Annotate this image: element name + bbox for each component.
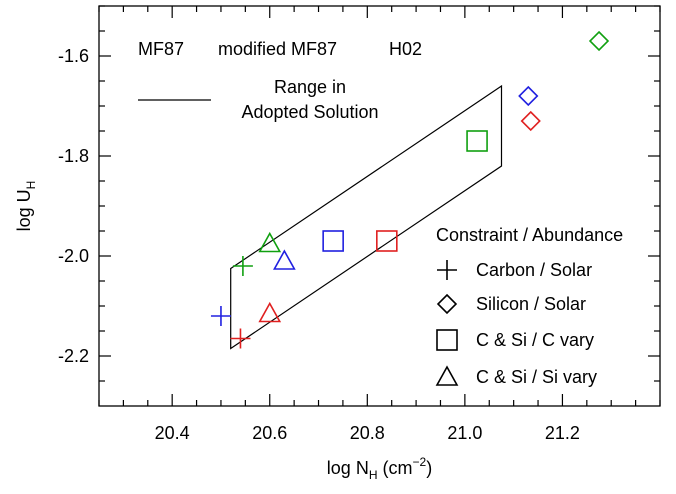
data-points <box>210 30 610 349</box>
data-point-plus <box>210 306 231 326</box>
axis-ticks: 20.4 20.6 20.8 21.0 21.2 -2.2 -2.0 -1.8 -1.6 <box>58 5 661 443</box>
data-point-triangle <box>258 231 282 253</box>
x-tick-label: 20.4 <box>155 423 190 443</box>
marker-legend-title: Constraint / Abundance <box>436 225 623 245</box>
range-polygon-layer <box>230 84 503 350</box>
marker-legend-label: Silicon / Solar <box>476 294 586 314</box>
range-legend-label: Range in <box>274 77 346 97</box>
marker-legend-label: Carbon / Solar <box>476 260 592 280</box>
color-legend-label: MF87 <box>138 39 184 59</box>
y-axis-label: log UH <box>14 181 38 232</box>
color-legend-label: H02 <box>389 39 422 59</box>
range-polygon <box>230 84 503 350</box>
data-point-diamond <box>518 85 539 107</box>
x-tick-label: 21.2 <box>545 423 580 443</box>
color-legend-label: modified MF87 <box>218 39 337 59</box>
legend-square-icon <box>436 329 458 351</box>
data-point-diamond <box>588 30 610 52</box>
data-point-square <box>322 230 344 252</box>
data-point-square <box>466 130 488 152</box>
data-point-plus <box>232 256 253 276</box>
x-tick-label: 20.6 <box>252 423 287 443</box>
legend: MF87 modified MF87 H02 Range in Adopted Solu… <box>138 39 623 387</box>
range-legend-label: Adopted Solution <box>241 102 378 122</box>
data-point-plus <box>230 328 251 349</box>
marker-legend-label: C & Si / C vary <box>476 330 594 350</box>
marker-legend-label: C & Si / Si vary <box>476 367 597 387</box>
legend-triangle-icon <box>435 365 459 386</box>
y-tick-label: -1.6 <box>58 46 89 66</box>
y-tick-label: -1.8 <box>58 146 89 166</box>
y-tick-label: -2.0 <box>58 246 89 266</box>
data-point-triangle <box>273 249 296 270</box>
x-tick-label: 21.0 <box>447 423 482 443</box>
data-point-diamond <box>520 110 541 132</box>
legend-diamond-icon <box>436 293 458 315</box>
x-tick-label: 20.8 <box>350 423 385 443</box>
x-axis-label: log NH (cm−2) <box>327 455 432 482</box>
legend-plus-icon <box>437 260 457 280</box>
data-point-triangle <box>258 301 282 323</box>
y-tick-label: -2.2 <box>58 346 89 366</box>
data-point-square <box>376 230 398 252</box>
